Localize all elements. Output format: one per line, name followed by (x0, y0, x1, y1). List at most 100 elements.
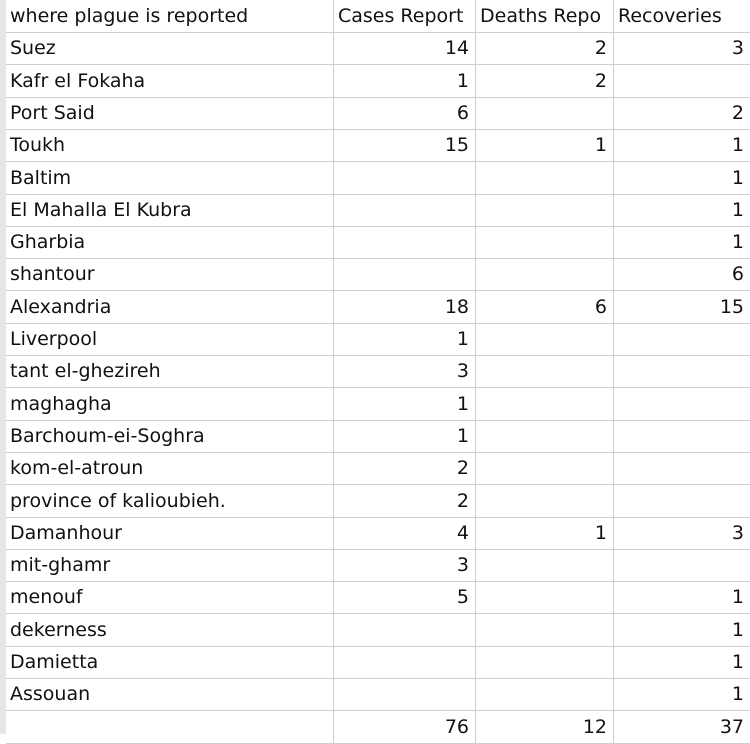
cell-deaths[interactable]: 1 (476, 129, 614, 162)
cell-deaths[interactable] (476, 613, 614, 646)
cell-place[interactable]: Baltim (6, 161, 334, 194)
cell-deaths[interactable] (476, 484, 614, 517)
cell-recoveries[interactable]: 1 (731, 618, 744, 641)
cell-deaths[interactable] (476, 355, 614, 388)
cell-cases[interactable]: 1 (334, 64, 476, 97)
cell-place[interactable]: Liverpool (6, 323, 334, 355)
cell-recoveries[interactable]: 15 (719, 295, 744, 318)
header-cell-cases[interactable]: Cases Report (334, 0, 476, 32)
cell-cases[interactable]: 5 (334, 581, 476, 614)
cell-cases[interactable]: 3 (334, 355, 476, 388)
cell-recoveries[interactable] (614, 485, 750, 517)
cell-place[interactable]: province of kalioubieh. (6, 484, 334, 517)
cell-deaths[interactable]: 2 (476, 64, 614, 97)
cell-recoveries[interactable]: 6 (731, 263, 744, 286)
cell-cases[interactable] (334, 646, 476, 678)
cell-cases[interactable]: 2 (334, 484, 476, 517)
cell-cases[interactable] (334, 258, 476, 291)
table-row: Alexandria 18 6 15 (6, 290, 750, 324)
cell-place[interactable]: Kafr el Fokaha (6, 64, 334, 97)
cell-deaths[interactable] (476, 161, 614, 194)
cell-recoveries[interactable] (614, 65, 750, 97)
cell-recoveries[interactable] (614, 452, 750, 484)
cell-place[interactable]: shantour (6, 258, 334, 291)
cell-place[interactable]: El Mahalla El Kubra (6, 193, 334, 226)
header-cell-place[interactable]: where plague is reported (6, 0, 334, 32)
cell-cases[interactable]: 4 (334, 516, 476, 549)
cell-cases[interactable]: 6 (334, 96, 476, 129)
cell-recoveries[interactable]: 3 (731, 521, 744, 544)
cell-cases[interactable] (334, 226, 476, 259)
cell-deaths[interactable] (476, 646, 614, 678)
cell-place[interactable]: menouf (6, 581, 334, 614)
cell-recoveries[interactable]: 1 (731, 586, 744, 609)
cell-cases[interactable]: 76 (334, 710, 476, 743)
cell-recoveries[interactable]: 3 (731, 37, 744, 60)
cell-cases[interactable] (334, 678, 476, 711)
cell-cases[interactable]: 3 (334, 549, 476, 582)
cell-deaths[interactable] (476, 323, 614, 355)
cell-deaths[interactable] (476, 452, 614, 485)
cell-place[interactable]: dekerness (6, 613, 334, 646)
cell-recoveries[interactable] (614, 323, 750, 355)
cell-recoveries[interactable]: 2 (731, 101, 744, 124)
cell-recoveries[interactable] (614, 388, 750, 420)
cell-deaths[interactable] (476, 226, 614, 259)
cell-cases[interactable]: 18 (334, 290, 476, 323)
cell-deaths[interactable] (476, 193, 614, 226)
table-row: Assouan 1 (6, 678, 750, 712)
cell-place[interactable]: Alexandria (6, 290, 334, 323)
cell-recoveries[interactable]: 37 (719, 715, 744, 738)
cell-deaths[interactable] (476, 678, 614, 711)
cell-recoveries[interactable]: 1 (731, 231, 744, 254)
cell-cases[interactable]: 15 (334, 129, 476, 162)
table-row: Toukh 15 1 1 (6, 129, 750, 163)
cell-deaths[interactable]: 12 (476, 710, 614, 743)
cell-cases[interactable]: 1 (334, 419, 476, 452)
header-cell-recoveries[interactable]: Recoveries (618, 5, 722, 27)
cell-place[interactable]: Toukh (6, 129, 334, 162)
header-cell-deaths[interactable]: Deaths Repo (476, 0, 614, 32)
cell-place[interactable]: Barchoum-ei-Soghra (6, 419, 334, 452)
cell-recoveries[interactable]: 1 (731, 651, 744, 673)
cell-deaths[interactable] (476, 96, 614, 129)
cell-recoveries[interactable]: 1 (731, 683, 744, 706)
cell-deaths[interactable] (476, 549, 614, 582)
cell-cases[interactable] (334, 193, 476, 226)
cell-place[interactable]: Damanhour (6, 516, 334, 549)
cell-place[interactable]: Damietta (6, 646, 334, 678)
cell-place[interactable]: Assouan (6, 678, 334, 711)
cell-cases[interactable]: 14 (334, 32, 476, 65)
cell-place[interactable] (6, 710, 334, 743)
cell-place[interactable]: tant el-ghezireh (6, 355, 334, 388)
cell-place[interactable]: Gharbia (6, 226, 334, 259)
cell-recoveries[interactable] (614, 420, 750, 452)
cell-deaths[interactable] (476, 419, 614, 452)
cell-cases[interactable] (334, 613, 476, 646)
cell-place[interactable]: Port Said (6, 96, 334, 129)
cell-place[interactable]: Suez (6, 32, 334, 65)
cell-deaths[interactable]: 6 (476, 290, 614, 323)
cell-place[interactable]: kom-el-atroun (6, 452, 334, 485)
cell-deaths[interactable]: 1 (476, 516, 614, 549)
cell-cases[interactable]: 2 (334, 452, 476, 485)
cell-cases[interactable] (334, 161, 476, 194)
cell-cases[interactable]: 1 (334, 323, 476, 355)
cell-recoveries[interactable] (614, 549, 750, 581)
table-row: Kafr el Fokaha 1 2 (6, 64, 750, 98)
cell-deaths[interactable]: 2 (476, 32, 614, 65)
header-row: where plague is reported Cases Report De… (6, 0, 750, 33)
table-row: province of kalioubieh. 2 (6, 484, 750, 518)
cell-deaths[interactable] (476, 581, 614, 614)
cell-deaths[interactable] (476, 387, 614, 420)
row-header-gutter (0, 0, 6, 734)
cell-recoveries[interactable]: 1 (731, 198, 744, 221)
cell-place[interactable]: maghagha (6, 387, 334, 420)
cell-cases[interactable]: 1 (334, 387, 476, 420)
cell-deaths[interactable] (476, 258, 614, 291)
cell-recoveries[interactable] (614, 355, 750, 387)
cell-recoveries[interactable]: 1 (731, 166, 744, 189)
table-row: maghagha 1 (6, 387, 750, 421)
cell-place[interactable]: mit-ghamr (6, 549, 334, 582)
cell-recoveries[interactable]: 1 (731, 134, 744, 157)
